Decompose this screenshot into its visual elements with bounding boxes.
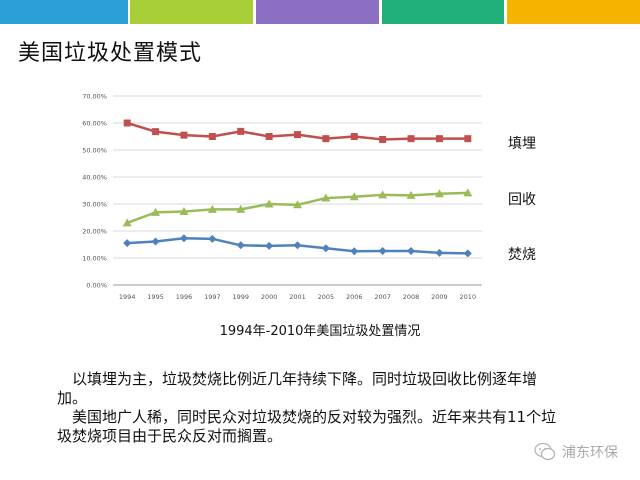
legend-label-landfill: 填埋 (508, 136, 536, 152)
data-point (151, 237, 160, 246)
data-point (208, 133, 216, 140)
top-bar-segment (256, 0, 379, 24)
legend-label-recycling: 回收 (508, 192, 536, 208)
x-tick-label: 1994 (119, 293, 136, 301)
slide-title: 美国垃圾处置模式 (18, 41, 203, 66)
data-point (322, 135, 330, 143)
x-tick-label: 1997 (204, 293, 221, 301)
data-point (434, 189, 444, 198)
wechat-icon (534, 442, 556, 461)
x-tick-label: 2001 (289, 293, 306, 301)
data-point (179, 234, 188, 243)
data-point (236, 241, 245, 250)
data-point (378, 246, 387, 255)
legend-label-incineration: 焚烧 (508, 247, 536, 263)
x-tick-label: 2007 (374, 293, 391, 301)
data-point (350, 247, 359, 256)
data-point (236, 204, 246, 213)
data-point (321, 244, 330, 253)
top-bar-segment (130, 0, 253, 24)
y-tick-label: 70.00% (82, 93, 107, 101)
data-point (464, 135, 472, 143)
top-bar-segment (507, 0, 640, 24)
top-bar-segment (0, 0, 128, 24)
data-point (122, 218, 132, 227)
data-point (463, 188, 473, 197)
data-point (407, 246, 416, 255)
x-tick-label: 2009 (431, 293, 448, 301)
data-point (208, 234, 217, 243)
data-point (407, 135, 415, 143)
data-point (152, 128, 160, 136)
data-point (435, 248, 444, 257)
x-tick-label: 2000 (261, 293, 278, 301)
data-point (378, 190, 388, 199)
data-point (123, 239, 132, 248)
y-tick-label: 50.00% (82, 147, 107, 155)
data-point (406, 190, 416, 199)
data-point (207, 204, 217, 213)
data-point (349, 192, 359, 201)
paragraph-2: 美国地广人稀，同时民众对垃圾焚烧的反对较为强烈。近年来共有11个垃圾焚烧项目由于… (57, 408, 557, 445)
data-point (265, 133, 273, 140)
data-point (179, 207, 189, 216)
y-tick-label: 10.00% (82, 255, 107, 263)
x-tick-label: 2005 (318, 293, 335, 301)
data-point (265, 241, 274, 250)
data-point (463, 249, 472, 258)
x-tick-label: 1995 (147, 293, 164, 301)
data-point (379, 135, 387, 143)
x-tick-label: 1996 (176, 293, 193, 301)
data-point (321, 193, 331, 202)
data-point (123, 119, 131, 127)
x-tick-label: 2008 (403, 293, 420, 301)
data-point (294, 131, 301, 139)
data-point (435, 135, 443, 143)
y-tick-label: 30.00% (82, 201, 107, 209)
data-point (293, 241, 302, 250)
watermark: 浦东环保 (534, 442, 618, 462)
x-tick-label: 1999 (232, 293, 249, 301)
x-tick-label: 2006 (346, 293, 363, 301)
y-tick-label: 0.00% (86, 282, 107, 290)
data-point (237, 127, 245, 135)
data-point (293, 200, 302, 209)
paragraph-1: 以填埋为主，垃圾焚烧比例近几年持续下降。同时垃圾回收比例逐年增加。 (57, 370, 538, 407)
data-point (264, 199, 274, 208)
y-tick-label: 60.00% (82, 120, 107, 128)
watermark-text: 浦东环保 (562, 445, 618, 461)
y-tick-label: 40.00% (82, 174, 107, 182)
data-point (350, 133, 358, 140)
data-point (151, 207, 161, 216)
top-color-bar (0, 0, 640, 24)
top-bar-segment (382, 0, 504, 24)
data-point (180, 131, 188, 139)
y-tick-label: 20.00% (82, 228, 107, 236)
chart-caption: 1994年-2010年美国垃圾处置情况 (219, 324, 421, 339)
x-tick-label: 2010 (460, 293, 477, 301)
